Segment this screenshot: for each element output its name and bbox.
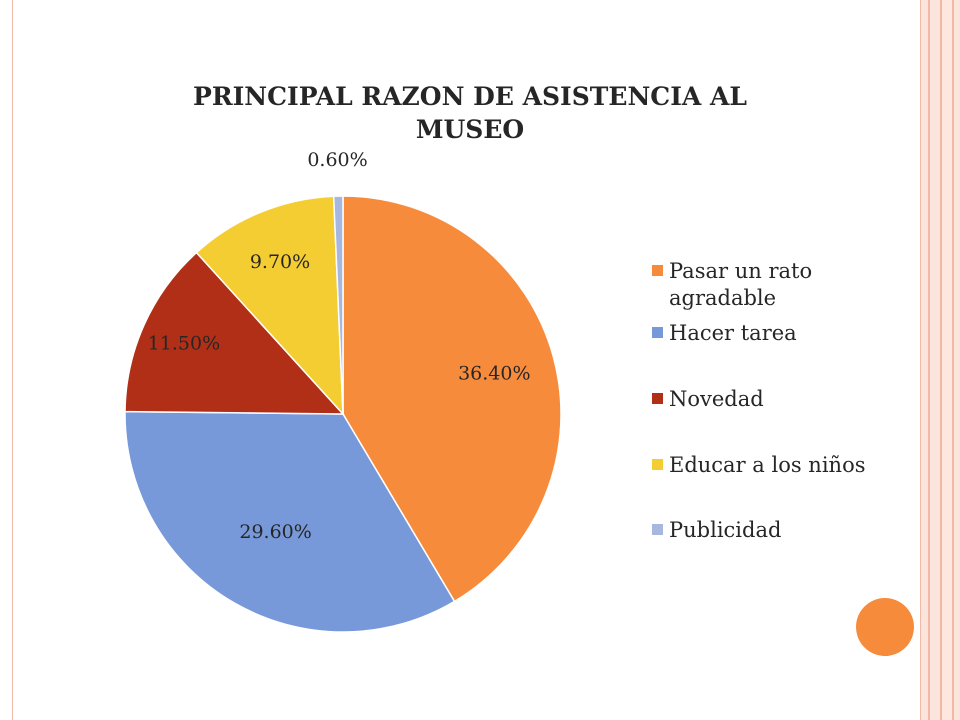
legend-swatch — [652, 459, 663, 470]
pie-slice — [124, 410, 456, 633]
chart-title: PRINCIPAL RAZON DE ASISTENCIA AL MUSEO — [193, 82, 747, 144]
slice-data-label: 29.60% — [239, 521, 311, 543]
legend-swatch — [652, 393, 663, 404]
slide-right-border — [918, 0, 960, 720]
legend-item: Pasar un rato agradable — [652, 258, 889, 312]
legend-label: Novedad — [669, 387, 764, 411]
legend-item: Educar a los niños — [652, 452, 889, 479]
pie-slice — [195, 195, 344, 417]
legend-label: Pasar un rato agradable — [669, 259, 813, 310]
slice-data-label: 11.50% — [148, 333, 220, 355]
pie-slice — [342, 195, 562, 603]
legend-item: Hacer tarea — [652, 320, 889, 347]
slice-data-label: 9.70% — [250, 251, 310, 273]
legend-swatch — [652, 265, 663, 276]
slice-data-label: 36.40% — [458, 362, 530, 384]
pie-slice — [124, 251, 345, 415]
legend-label: Hacer tarea — [669, 321, 797, 345]
accent-circle — [856, 598, 914, 656]
slide-left-border — [0, 0, 13, 720]
legend-label: Publicidad — [669, 518, 782, 542]
slice-data-label: 0.60% — [307, 149, 367, 171]
legend-swatch — [652, 524, 663, 535]
pie-slice — [332, 195, 344, 415]
legend-item: Publicidad — [652, 517, 889, 544]
legend-swatch — [652, 327, 663, 338]
legend-label: Educar a los niños — [669, 453, 866, 477]
legend-item: Novedad — [652, 386, 889, 413]
